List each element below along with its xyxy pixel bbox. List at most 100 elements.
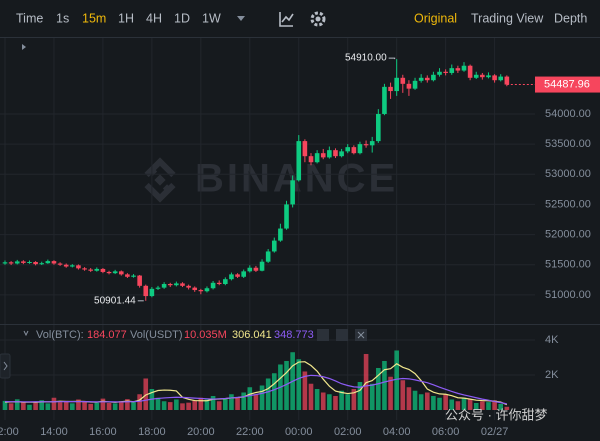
volume-bar bbox=[186, 402, 191, 410]
candle-body bbox=[363, 144, 369, 146]
volume-bar bbox=[455, 401, 461, 410]
candle-body bbox=[253, 267, 259, 271]
volume-value: 184.077 bbox=[87, 329, 127, 341]
volume-bar bbox=[210, 395, 216, 410]
interval-tab[interactable]: 1s bbox=[56, 11, 69, 25]
candle-body bbox=[63, 264, 69, 267]
volume-bar bbox=[394, 350, 399, 410]
dropdown-arrow[interactable] bbox=[237, 16, 245, 21]
legend-eye[interactable] bbox=[317, 329, 329, 341]
interval-tab[interactable]: Time bbox=[16, 11, 43, 25]
candle-body bbox=[443, 71, 448, 73]
candle-body bbox=[143, 285, 149, 297]
x-tick-label: 02/27 bbox=[481, 426, 509, 438]
close-x bbox=[357, 331, 365, 339]
volume-bar bbox=[39, 400, 45, 410]
high-pointer bbox=[388, 57, 396, 60]
volume-bar bbox=[412, 390, 418, 410]
candle-body bbox=[504, 76, 510, 85]
settings-icon[interactable] bbox=[310, 11, 326, 27]
candle-body bbox=[149, 288, 155, 297]
volume-ma-line bbox=[4, 374, 507, 405]
y-tick-label: 53000.00 bbox=[545, 168, 591, 180]
interval-tab[interactable]: 1W bbox=[202, 11, 221, 25]
candle-body bbox=[118, 271, 124, 275]
candle-body bbox=[357, 144, 363, 154]
legend-toggle[interactable] bbox=[23, 330, 29, 337]
volume-bar bbox=[486, 402, 491, 410]
candle-body bbox=[320, 153, 326, 158]
volume-bar bbox=[223, 398, 228, 410]
x-tick-label: 20:00 bbox=[187, 426, 215, 438]
view-tab[interactable]: Depth bbox=[554, 11, 587, 25]
collapse-arrow[interactable] bbox=[22, 44, 26, 50]
candle-body bbox=[70, 265, 75, 267]
x-tick-label: 22:00 bbox=[236, 426, 264, 438]
volume-bar bbox=[180, 403, 185, 410]
candle-body bbox=[284, 204, 289, 229]
volume-bar bbox=[302, 371, 308, 410]
candle-body bbox=[112, 271, 118, 274]
candle-body bbox=[327, 150, 332, 158]
volume-tick-label: 4K bbox=[545, 334, 559, 346]
volume-bar bbox=[143, 378, 149, 410]
volume-bar bbox=[8, 403, 14, 410]
indicator-icon[interactable] bbox=[279, 12, 294, 27]
view-tab[interactable]: Trading View bbox=[471, 11, 544, 25]
legend-settings[interactable] bbox=[336, 329, 348, 341]
candle-body bbox=[204, 288, 210, 292]
candle-body bbox=[39, 263, 45, 265]
volume-bar bbox=[14, 399, 20, 410]
high-label: 54910.00 bbox=[345, 53, 387, 64]
volume-bar bbox=[76, 399, 81, 410]
interval-tab[interactable]: 15m bbox=[82, 11, 106, 25]
candle-body bbox=[216, 282, 222, 285]
volume-legend: Vol(BTC): 184.077 Vol(USDT) 10.035M 306.… bbox=[23, 329, 367, 341]
candle-body bbox=[271, 240, 277, 252]
interval-tab[interactable]: 4H bbox=[146, 11, 162, 25]
candle-body bbox=[27, 262, 32, 264]
volume-bar bbox=[192, 400, 198, 410]
y-tick-label: 51000.00 bbox=[545, 289, 591, 301]
volume-bar bbox=[21, 402, 26, 410]
candle-body bbox=[180, 283, 185, 286]
volume-bar bbox=[314, 388, 320, 410]
volume-bar bbox=[57, 402, 63, 410]
volume-bar bbox=[216, 401, 222, 410]
volume-bar bbox=[388, 376, 393, 410]
candle-body bbox=[308, 156, 314, 163]
x-tick-label: 02:00 bbox=[334, 426, 362, 438]
volume-usdt-label: Vol(USDT) bbox=[130, 329, 183, 341]
candle-body bbox=[100, 268, 106, 272]
side-toggle-arrow bbox=[3, 361, 8, 371]
last-price-label: 54487.96 bbox=[544, 78, 590, 90]
candle-body bbox=[431, 74, 436, 81]
volume-bar bbox=[198, 397, 204, 410]
candle-body bbox=[247, 267, 253, 272]
last-price-tag bbox=[535, 76, 600, 93]
interval-tab[interactable]: 1D bbox=[174, 11, 190, 25]
volume-usdt-value: 10.035M bbox=[184, 329, 227, 341]
candle-body bbox=[106, 271, 112, 274]
candle-body bbox=[455, 68, 461, 71]
candle-body bbox=[486, 75, 491, 78]
interval-tab[interactable]: 1H bbox=[118, 11, 134, 25]
view-tab[interactable]: Original bbox=[414, 11, 457, 25]
volume-bar bbox=[2, 400, 8, 410]
candle-body bbox=[467, 65, 473, 78]
candle-body bbox=[400, 77, 406, 84]
side-toggle[interactable] bbox=[0, 353, 11, 379]
candle-body bbox=[296, 141, 302, 181]
candle-body bbox=[161, 284, 167, 288]
volume-bar bbox=[259, 385, 265, 410]
candle-body bbox=[210, 282, 216, 289]
volume-bar bbox=[345, 394, 351, 410]
x-tick-label: 14:00 bbox=[40, 426, 68, 438]
candle-body bbox=[473, 74, 479, 78]
volume-bar bbox=[431, 395, 436, 410]
volume-bar bbox=[204, 399, 210, 410]
volume-bar bbox=[498, 403, 504, 410]
volume-bar bbox=[296, 359, 302, 410]
volume-bar bbox=[88, 403, 93, 410]
